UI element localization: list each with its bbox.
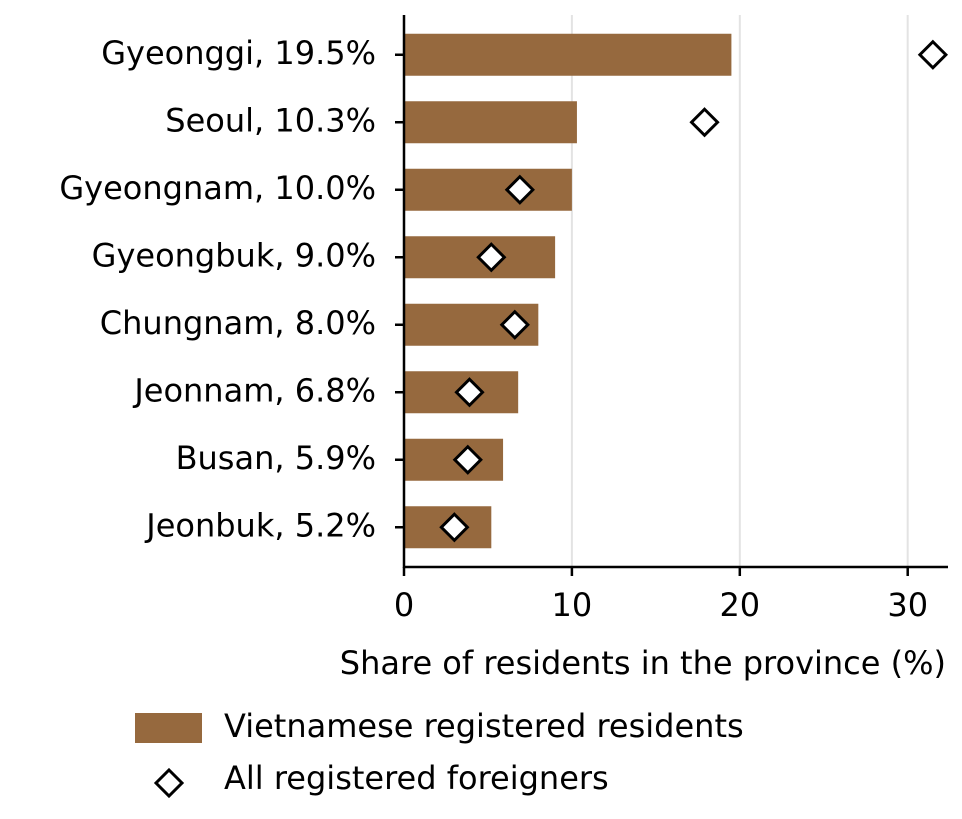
diamond-marker [917,39,949,70]
bar [404,168,572,211]
legend-swatch [135,713,202,743]
y-tick-label: Gyeonggi, 19.5% [101,34,376,72]
y-tick-label: Gyeongbuk, 9.0% [92,236,376,274]
diamond-marker [452,444,483,475]
y-tick-label: Jeonbuk, 5.2% [144,506,376,544]
y-tick-label: Jeonnam, 6.8% [132,371,376,409]
y-tick-label: Gyeongnam, 10.0% [59,169,376,207]
y-tick-label: Seoul, 10.3% [165,101,376,139]
legend-label: All registered foreigners [224,759,609,797]
x-tick-label: 20 [719,586,760,624]
y-tick-label: Busan, 5.9% [176,439,376,477]
x-tick-label: 30 [887,586,928,624]
diamond-marker [439,512,470,543]
diamond-marker [476,242,507,273]
diamond-marker [504,174,535,205]
x-tick-label: 10 [552,586,593,624]
diamond-marker [689,107,720,138]
bar [404,101,577,144]
bar [404,33,732,76]
diamond-marker [499,309,530,340]
x-axis-label: Share of residents in the province (%) [340,644,946,682]
legend-label: Vietnamese registered residents [224,707,744,745]
x-tick-label: 0 [394,586,414,624]
legend-swatch [153,767,185,799]
diamond-marker [454,377,485,408]
y-tick-label: Chungnam, 8.0% [100,304,376,342]
